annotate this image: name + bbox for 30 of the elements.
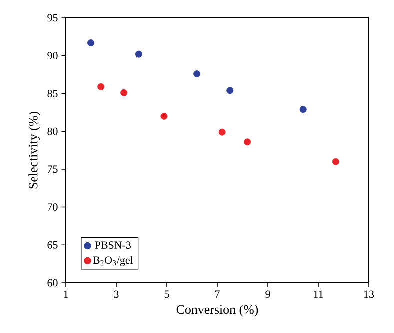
x-tick-label: 1	[64, 290, 68, 298]
x-tick-label: 13	[364, 290, 374, 298]
x-tick-label: 5	[164, 290, 170, 298]
point	[332, 158, 340, 166]
point	[244, 138, 252, 146]
y-tick-label: 65	[48, 241, 58, 249]
point	[88, 39, 94, 46]
y-tick-label: 70	[48, 204, 58, 211]
x-tick-label: 9	[266, 290, 270, 298]
y-axis-title: Selectivity (%)	[28, 112, 40, 189]
point	[300, 106, 307, 114]
y-tick-label: 85	[48, 90, 58, 98]
point	[98, 83, 105, 90]
point	[120, 89, 128, 96]
x-tick-label: 7	[215, 290, 220, 298]
x-tick-label: 11	[314, 290, 324, 298]
point	[226, 87, 234, 94]
legend-label: PBSN-3	[95, 242, 132, 250]
point	[218, 128, 226, 136]
point	[160, 112, 168, 120]
legend-label: B$_{2}$O$_{3}$/gel	[93, 256, 134, 266]
x-axis-title: Conversion (%)	[176, 304, 258, 317]
x-tick-label: 3	[114, 290, 119, 298]
y-tick-label: 75	[48, 166, 58, 174]
y-tick-label: 95	[48, 14, 58, 22]
y-tick-label: 60	[48, 279, 58, 287]
y-tick-label: 90	[48, 52, 58, 60]
point	[135, 50, 142, 58]
y-tick-label: 80	[48, 128, 58, 136]
point	[194, 70, 201, 78]
